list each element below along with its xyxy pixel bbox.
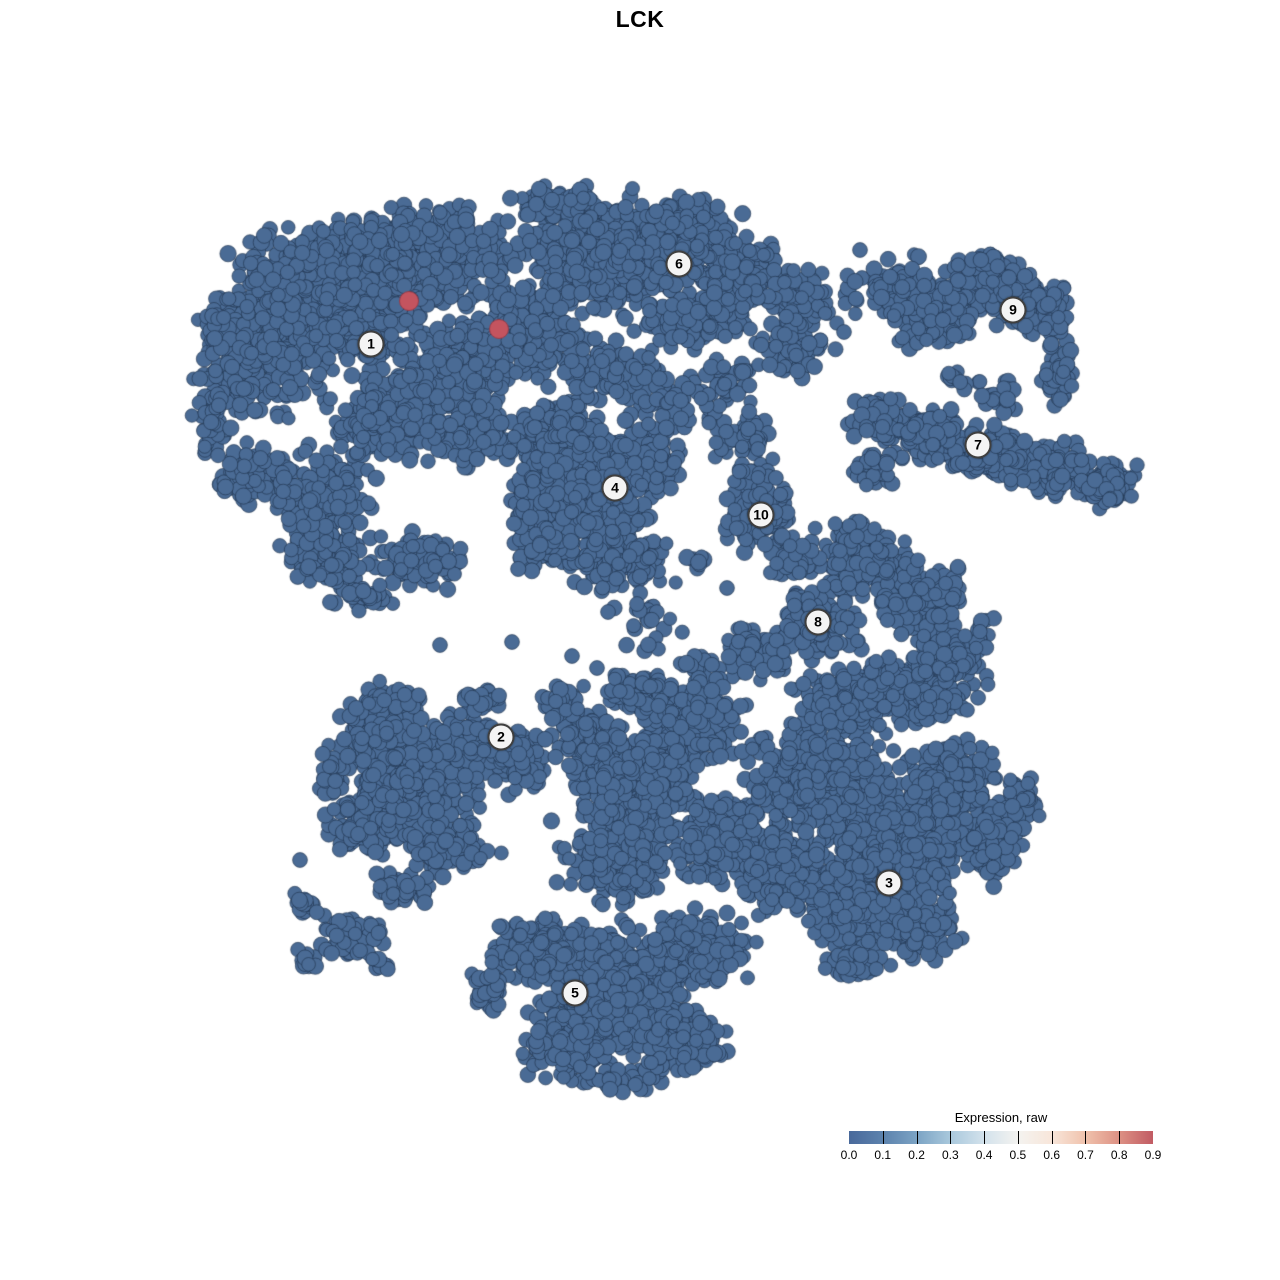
cluster-label-6: 6 <box>665 250 693 278</box>
legend-tick-mark <box>1051 1131 1053 1144</box>
legend-tick-mark <box>916 1131 918 1144</box>
legend-tick-labels: 0.0 0.1 0.2 0.3 0.4 0.5 0.6 0.7 0.8 0.9 <box>841 1148 1162 1164</box>
cluster-label-7: 7 <box>964 431 992 459</box>
cluster-label-8: 8 <box>804 608 832 636</box>
legend-tick-label: 0.3 <box>941 1148 959 1162</box>
cluster-label-3: 3 <box>875 869 903 897</box>
cluster-label-10: 10 <box>747 501 775 529</box>
legend-tick-mark <box>882 1131 884 1144</box>
legend-tick-label: 0.2 <box>908 1148 925 1162</box>
expression-legend: Expression, raw 0.0 0.1 0.2 0.3 0.4 0.5 0.6 0.7… <box>841 1110 1162 1164</box>
plot-title: LCK <box>615 6 665 32</box>
legend-tick-mark <box>1085 1131 1087 1144</box>
legend-tick-label: 0.5 <box>1009 1148 1027 1162</box>
legend-tick-label: 0.1 <box>874 1148 892 1162</box>
legend-tick-mark <box>984 1131 986 1144</box>
legend-tick-label: 0.7 <box>1077 1148 1094 1162</box>
legend-title: Expression, raw <box>954 1110 1048 1125</box>
cluster-label-2: 2 <box>487 723 515 751</box>
legend-tick-mark <box>1017 1131 1019 1144</box>
cluster-label-4: 4 <box>601 474 629 502</box>
cluster-label-5: 5 <box>561 979 589 1007</box>
cluster-label-9: 9 <box>999 296 1027 324</box>
legend-tick-label: 0.6 <box>1043 1148 1060 1162</box>
legend-tick-label: 0.0 <box>840 1148 858 1162</box>
legend-tick-mark <box>950 1131 952 1144</box>
legend-gradient-bar <box>849 1131 1153 1144</box>
legend-tick-label: 0.4 <box>975 1148 993 1162</box>
legend-tick-mark <box>1119 1131 1121 1144</box>
legend-tick-label: 0.8 <box>1110 1148 1128 1162</box>
legend-tick-label: 0.9 <box>1144 1148 1162 1162</box>
cluster-label-1: 1 <box>357 330 385 358</box>
